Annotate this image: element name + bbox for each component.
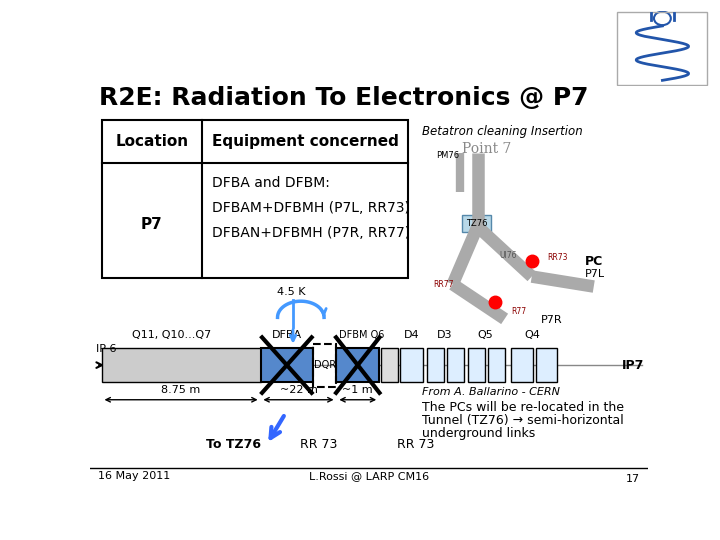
Text: PC: PC [585,255,603,268]
Text: ~22 m: ~22 m [279,385,318,395]
Text: Q5: Q5 [477,330,493,340]
Bar [487,348,505,382]
Text: UI76: UI76 [500,251,517,260]
Text: DFBA: DFBA [271,330,302,340]
Bar [102,120,408,278]
Text: RR73: RR73 [547,253,568,262]
Text: Point 7: Point 7 [462,142,511,156]
Bar [446,348,464,382]
Bar [468,348,485,382]
Text: 16 May 2011: 16 May 2011 [98,471,170,481]
Text: From A. Ballarino - CERN: From A. Ballarino - CERN [422,387,559,397]
Text: D4: D4 [404,330,420,340]
Text: ~1 m: ~1 m [343,385,373,395]
Text: 4.5 K: 4.5 K [277,287,306,298]
FancyBboxPatch shape [462,215,492,232]
Text: DFBA and DFBM:: DFBA and DFBM: [212,177,330,191]
Text: P7: P7 [141,217,163,232]
Bar [510,348,533,382]
Bar [336,348,379,382]
Text: RR77: RR77 [433,280,454,289]
Text: P7R: P7R [541,315,562,326]
Text: Q4: Q4 [525,330,541,340]
Text: DFBM Q6: DFBM Q6 [339,330,384,340]
Bar [313,343,336,387]
Text: DQR: DQR [314,360,336,370]
Text: R77: R77 [510,307,526,316]
Text: Tunnel (TZ76) → semi-horizontal: Tunnel (TZ76) → semi-horizontal [422,414,624,427]
Bar [427,348,444,382]
Text: underground links: underground links [422,427,535,440]
Text: PM76: PM76 [436,151,459,160]
Text: D3: D3 [436,330,452,340]
Text: IP7: IP7 [622,359,644,372]
Text: To TZ76: To TZ76 [205,438,261,451]
Text: 17: 17 [626,475,640,484]
Text: Q11, Q10...Q7: Q11, Q10...Q7 [132,330,211,340]
Text: P7L: P7L [585,269,605,279]
Text: IP 6: IP 6 [96,345,117,354]
Text: RR 73: RR 73 [397,438,434,451]
Text: DFBAM+DFBMH (P7L, RR73): DFBAM+DFBMH (P7L, RR73) [212,201,410,215]
Bar [381,348,397,382]
Bar [400,348,423,382]
Text: RR 73: RR 73 [300,438,337,451]
Bar [102,348,261,382]
Text: The PCs will be re-located in the: The PCs will be re-located in the [422,401,624,414]
Text: Location: Location [115,134,189,149]
Bar [536,348,557,382]
Text: L.Rossi @ LARP CM16: L.Rossi @ LARP CM16 [309,471,429,481]
Text: Betatron cleaning Insertion: Betatron cleaning Insertion [422,125,582,138]
Text: DFBAN+DFBMH (P7R, RR77): DFBAN+DFBMH (P7R, RR77) [212,226,410,240]
Text: 8.75 m: 8.75 m [161,385,201,395]
Text: R2E: Radiation To Electronics @ P7: R2E: Radiation To Electronics @ P7 [99,86,589,110]
Bar [261,348,313,382]
Text: Equipment concerned: Equipment concerned [212,134,398,149]
Text: TZ76: TZ76 [466,219,487,228]
